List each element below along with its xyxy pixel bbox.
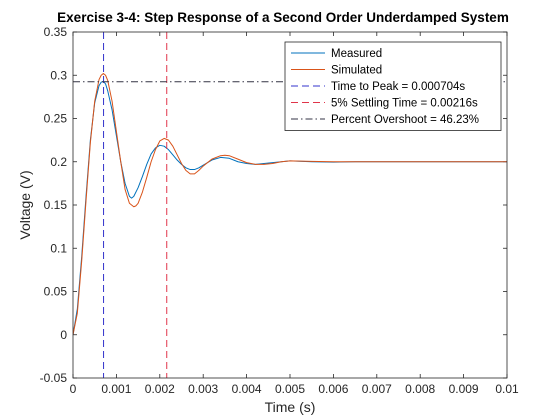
y-tick-label: 0.1 (50, 241, 67, 255)
x-axis-ticks: 0 0.001 0.002 0.003 0.004 0.005 0.006 0.007 0.00… (70, 32, 519, 396)
x-tick-label: 0.003 (188, 382, 218, 396)
y-tick-label: -0.05 (40, 371, 68, 385)
x-tick-label: 0.005 (275, 382, 305, 396)
chart-title: Exercise 3-4: Step Response of a Second … (57, 10, 509, 25)
x-tick-label: 0.009 (449, 382, 479, 396)
y-tick-label: 0.3 (50, 68, 67, 82)
y-tick-label: 0.15 (44, 198, 68, 212)
y-tick-label: 0.2 (50, 155, 67, 169)
legend-entry-label: Percent Overshoot = 46.23% (331, 114, 479, 126)
legend-entry-label: Time to Peak = 0.000704s (331, 81, 465, 93)
x-tick-label: 0.001 (101, 382, 131, 396)
x-axis-label: Time (s) (265, 399, 316, 415)
y-tick-label: 0.35 (44, 25, 68, 39)
y-axis-ticks: -0.05 0 0.05 0.1 0.15 0.2 0.25 0.3 0.35 (40, 25, 507, 385)
series-line-simulated (73, 73, 507, 335)
x-tick-label: 0.006 (318, 382, 348, 396)
legend: Measured Simulated Time to Peak = 0.000704… (284, 41, 502, 131)
axes-frame (72, 31, 508, 379)
legend-box (284, 41, 502, 131)
data-layer (73, 32, 507, 378)
y-tick-label: 0.25 (44, 112, 68, 126)
x-tick-label: 0 (70, 382, 77, 396)
legend-entry-label: Simulated (331, 65, 382, 77)
y-axis-label: Voltage (V) (17, 170, 33, 239)
legend-entry-label: Measured (331, 48, 382, 60)
legend-entry-label: 5% Settling Time = 0.00216s (331, 98, 478, 110)
x-tick-label: 0.01 (495, 382, 519, 396)
x-tick-label: 0.008 (405, 382, 435, 396)
x-tick-label: 0.002 (145, 382, 175, 396)
y-tick-label: 0.05 (44, 285, 68, 299)
x-tick-label: 0.007 (362, 382, 392, 396)
y-tick-label: 0 (60, 328, 67, 342)
x-tick-label: 0.004 (232, 382, 262, 396)
